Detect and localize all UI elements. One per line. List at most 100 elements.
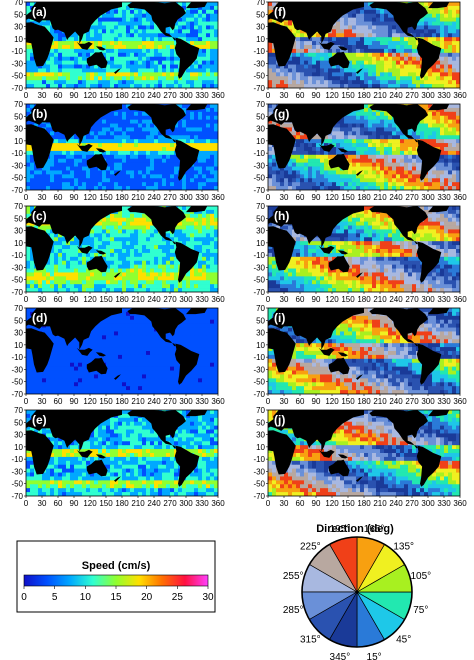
field-cell [54, 56, 59, 61]
field-cell [138, 249, 143, 254]
field-cell [26, 41, 31, 46]
field-cell [194, 429, 199, 434]
field-cell [202, 311, 207, 317]
field-cell [166, 252, 171, 258]
field-cell [98, 425, 103, 430]
field-cell [30, 386, 35, 391]
field-cell [118, 429, 123, 434]
field-cell [26, 366, 31, 371]
field-cell [210, 339, 215, 344]
field-cell [146, 249, 151, 254]
field-cell [126, 284, 131, 289]
field-cell [134, 182, 139, 187]
field-cell [118, 111, 123, 117]
field-cell [30, 276, 35, 281]
field-cell [94, 327, 99, 332]
field-cell [122, 315, 127, 321]
field-cell [170, 241, 175, 246]
field-cell [118, 64, 123, 69]
field-cell [146, 147, 151, 152]
field-cell [198, 249, 203, 254]
field-cell [150, 233, 155, 238]
field-cell [26, 64, 31, 69]
field-cell [38, 76, 43, 81]
field-cell [102, 186, 107, 190]
field-cell [198, 119, 203, 124]
field-cell [78, 249, 83, 254]
field-cell [206, 13, 211, 18]
field-cell [154, 264, 159, 269]
field-cell [130, 241, 135, 246]
field-cell [178, 25, 183, 30]
field-cell [70, 76, 75, 81]
field-cell [58, 237, 63, 242]
field-cell [114, 72, 119, 77]
field-cell [154, 139, 159, 144]
field-cell [34, 80, 39, 85]
field-cell [202, 64, 207, 69]
field-cell [94, 280, 99, 285]
field-cell [70, 370, 75, 375]
field-cell [158, 45, 163, 50]
y-tick-label: 70 [14, 202, 23, 211]
field-cell [154, 84, 159, 88]
field-cell [198, 319, 203, 324]
field-cell [130, 213, 135, 219]
field-cell [106, 323, 111, 328]
field-cell [58, 68, 63, 73]
field-cell [130, 252, 135, 258]
field-cell [202, 213, 207, 219]
field-cell [142, 37, 147, 42]
field-cell [110, 174, 115, 179]
field-cell [138, 241, 143, 246]
field-cell [122, 127, 127, 132]
x-tick-label: 0 [24, 193, 29, 202]
field-cell [98, 386, 103, 391]
field-cell [134, 52, 139, 58]
field-cell [62, 449, 67, 454]
field-cell [26, 80, 31, 85]
field-cell [206, 323, 211, 328]
field-cell [42, 327, 47, 332]
field-cell [122, 264, 127, 269]
field-cell [110, 347, 115, 352]
field-cell [182, 209, 187, 215]
field-cell [102, 327, 107, 332]
field-cell [62, 272, 67, 277]
field-cell [186, 13, 191, 18]
field-cell [58, 378, 63, 383]
field-cell [94, 354, 99, 360]
field-cell [142, 374, 147, 379]
field-cell [170, 166, 175, 171]
field-cell [46, 276, 51, 281]
field-cell [98, 323, 103, 328]
field-cell [110, 449, 115, 454]
field-cell [114, 351, 119, 356]
field-cell [186, 123, 191, 128]
field-cell [110, 237, 115, 242]
field-cell [154, 268, 159, 273]
field-cell [174, 174, 179, 179]
field-cell [118, 72, 123, 77]
field-cell [210, 386, 215, 391]
field-cell [214, 390, 218, 394]
field-cell [70, 52, 75, 58]
field-cell [146, 445, 151, 450]
field-cell [138, 229, 143, 234]
field-cell [86, 52, 91, 58]
field-cell [82, 174, 87, 179]
field-cell [198, 433, 203, 438]
field-cell [210, 186, 215, 190]
field-cell [74, 68, 79, 73]
field-cell [26, 362, 31, 367]
field-cell [198, 276, 203, 281]
field-cell [98, 76, 103, 81]
field-cell [146, 347, 151, 352]
field-cell [130, 362, 135, 367]
field-cell [182, 182, 187, 187]
field-cell [198, 323, 203, 328]
field-cell [126, 437, 131, 442]
field-cell [94, 241, 99, 246]
field-cell [146, 64, 151, 69]
field-cell [82, 272, 87, 277]
